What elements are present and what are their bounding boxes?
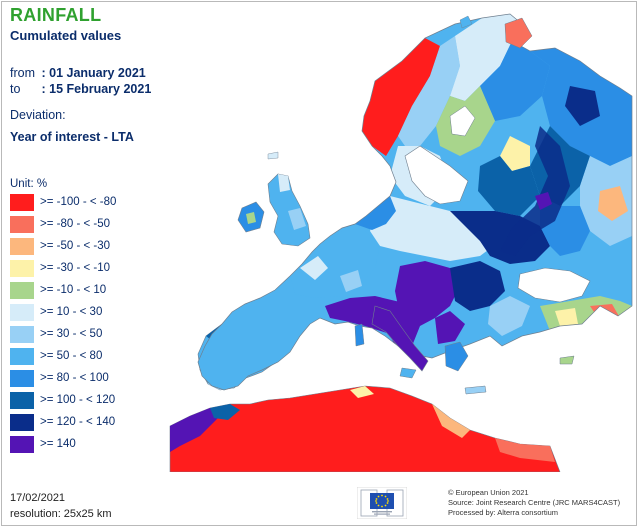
deviation-value: Year of interest - LTA xyxy=(10,130,134,144)
credit-source: Source: Joint Research Centre (JRC MARS4… xyxy=(448,498,621,507)
period-to-label: to xyxy=(10,82,21,96)
legend-swatch xyxy=(10,348,34,365)
legend-swatch xyxy=(10,436,34,453)
legend-swatch xyxy=(10,260,34,277)
legend-item: >= -100 - < -80 xyxy=(8,193,158,215)
legend-swatch xyxy=(10,370,34,387)
legend-label: >= -50 - < -30 xyxy=(40,240,110,252)
legend-item: >= 140 xyxy=(8,435,158,457)
legend-item: >= -80 - < -50 xyxy=(8,215,158,237)
rainfall-deviation-map xyxy=(169,13,633,472)
eu-flag-logo xyxy=(357,487,407,519)
legend-item: >= 120 - < 140 xyxy=(8,413,158,435)
legend-item: >= 50 - < 80 xyxy=(8,347,158,369)
legend-item: >= -50 - < -30 xyxy=(8,237,158,259)
legend-label: >= 50 - < 80 xyxy=(40,350,103,362)
period-from-label: from xyxy=(10,66,35,80)
legend-label: >= 10 - < 30 xyxy=(40,306,103,318)
period-to-value: : 15 February 2021 xyxy=(41,82,152,96)
legend-label: >= 100 - < 120 xyxy=(40,394,116,406)
legend-unit: Unit: % xyxy=(10,178,48,190)
legend-label: >= -10 - < 10 xyxy=(40,284,107,296)
legend-item: >= -10 - < 10 xyxy=(8,281,158,303)
credit-copyright: © European Union 2021 xyxy=(448,488,529,497)
north-africa-region xyxy=(169,385,561,472)
legend-swatch xyxy=(10,326,34,343)
legend-label: >= 140 xyxy=(40,438,76,450)
legend-swatch xyxy=(10,238,34,255)
baltic-sea xyxy=(404,145,469,205)
legend-swatch xyxy=(10,194,34,211)
legend-item: >= 30 - < 50 xyxy=(8,325,158,347)
legend-item: >= 10 - < 30 xyxy=(8,303,158,325)
credit-processed: Processed by: Alterra consortium xyxy=(448,508,559,517)
black-sea xyxy=(517,267,591,303)
deviation-label: Deviation: xyxy=(10,108,66,122)
period-from: from : 01 January 2021 xyxy=(10,66,146,80)
credits: © European Union 2021 Source: Joint Rese… xyxy=(448,488,620,518)
legend-swatch xyxy=(10,414,34,431)
legend-item: >= 80 - < 100 xyxy=(8,369,158,391)
legend-swatch xyxy=(10,392,34,409)
legend-swatch xyxy=(10,304,34,321)
legend-label: >= 80 - < 100 xyxy=(40,372,109,384)
period-to: to : 15 February 2021 xyxy=(10,82,151,96)
legend-swatch xyxy=(10,282,34,299)
legend: >= -100 - < -80 >= -80 - < -50 >= -50 - < … xyxy=(8,193,158,457)
legend-label: >= -30 - < -10 xyxy=(40,262,110,274)
british-isles xyxy=(237,173,311,247)
resolution-label: resolution: 25x25 km xyxy=(10,508,112,520)
period-from-value: : 01 January 2021 xyxy=(41,66,146,80)
map-title: RAINFALL xyxy=(10,5,102,25)
legend-item: >= -30 - < -10 xyxy=(8,259,158,281)
legend-label: >= -100 - < -80 xyxy=(40,196,117,208)
legend-label: >= 120 - < 140 xyxy=(40,416,116,428)
italy-region xyxy=(371,305,429,372)
legend-label: >= 30 - < 50 xyxy=(40,328,103,340)
legend-label: >= -80 - < -50 xyxy=(40,218,110,230)
issue-date: 17/02/2021 xyxy=(10,492,66,504)
legend-swatch xyxy=(10,216,34,233)
map-subtitle: Cumulated values xyxy=(10,28,122,43)
legend-item: >= 100 - < 120 xyxy=(8,391,158,413)
